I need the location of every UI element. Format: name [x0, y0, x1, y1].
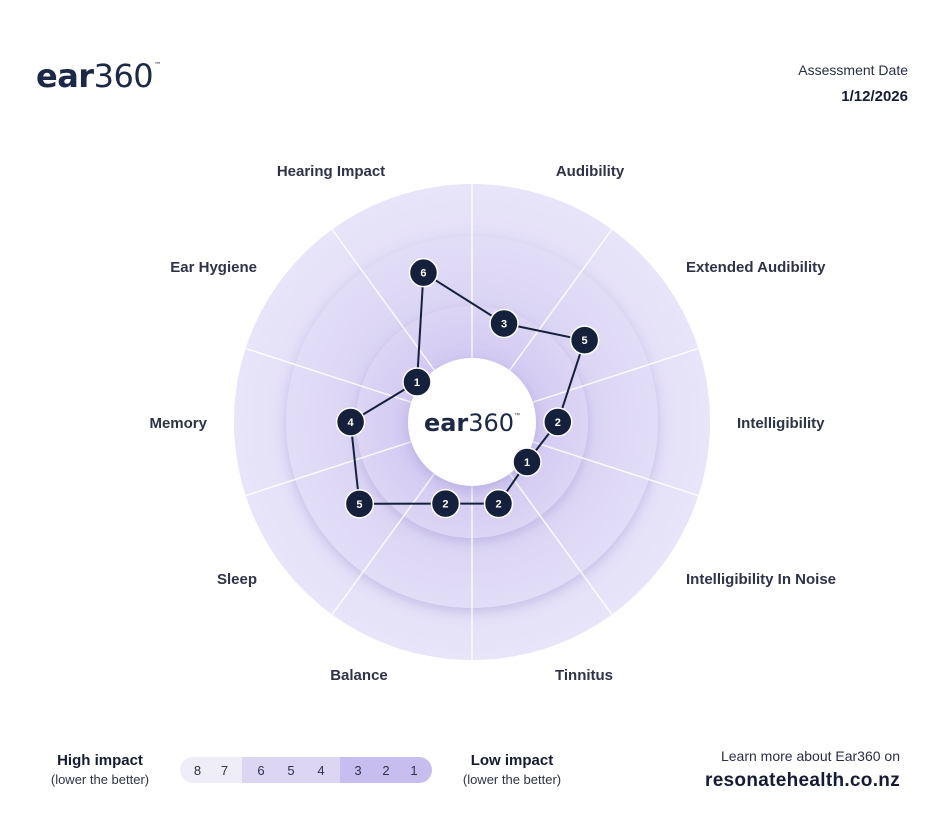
website-link[interactable]: resonatehealth.co.nz	[705, 770, 900, 791]
score-value: 2	[495, 499, 501, 511]
scale-value-7: 7	[220, 762, 229, 778]
score-node-circle	[569, 325, 600, 355]
center-badge: ear360™	[408, 358, 536, 486]
center-logo-360: 360	[468, 409, 514, 437]
legend-low-subtitle: (lower the better)	[462, 772, 562, 787]
score-node-circle	[408, 257, 439, 288]
scale-segment-low: 3 2 1	[340, 757, 432, 783]
axis-label-audibility: Audibility	[556, 163, 625, 180]
score-node-audibility: 3	[489, 308, 519, 339]
axis-label-memory: Memory	[149, 415, 207, 432]
score-node-ear-hygiene: 1	[402, 367, 432, 397]
spoke-line	[331, 473, 435, 615]
center-circle	[408, 358, 536, 486]
spoke-line	[245, 347, 412, 403]
spoke-line	[245, 441, 412, 497]
axis-label-intelligibility: Intelligibility	[737, 415, 825, 432]
scale-value-4: 4	[317, 762, 325, 778]
data-nodes: 3 5 2 1 2 2 5 4 1 6	[335, 257, 600, 519]
score-node-circle	[483, 488, 514, 519]
legend-low-title: Low impact	[470, 752, 554, 769]
spoke-line	[509, 473, 613, 615]
score-node-circle	[430, 488, 461, 519]
score-value: 2	[555, 417, 561, 429]
logo-trademark: ™	[154, 61, 161, 69]
score-value: 3	[501, 318, 507, 330]
score-value: 4	[348, 417, 355, 429]
scale-value-3: 3	[354, 762, 362, 778]
axis-label-sleep: Sleep	[217, 571, 257, 588]
axis-label-hearing-impact: Hearing Impact	[277, 163, 385, 180]
scale-value-2: 2	[382, 762, 390, 778]
score-value: 6	[420, 268, 426, 280]
axis-label-intelligibility-in-noise: Intelligibility In Noise	[686, 571, 836, 588]
learn-more: Learn more about Ear360 on resonatehealt…	[705, 748, 900, 792]
axis-labels: Audibility Extended Audibility Intelligibi…	[149, 163, 836, 684]
axis-label-tinnitus: Tinnitus	[555, 667, 613, 684]
logo-text-360: 360	[93, 57, 154, 95]
assessment-date-label: Assessment Date	[798, 62, 908, 78]
legend-low-impact: Low impact (lower the better)	[452, 752, 572, 787]
center-logo-tm: ™	[514, 412, 520, 419]
score-node-intelligibility-in-noise: 1	[512, 447, 542, 477]
score-node-hearing-impact: 6	[408, 257, 439, 288]
learn-more-text: Learn more about Ear360 on	[720, 748, 900, 764]
scale-segment-mid: 6 5 4	[242, 757, 340, 783]
legend-high-subtitle: (lower the better)	[50, 772, 150, 787]
score-node-intelligibility: 2	[543, 407, 573, 437]
score-node-memory: 4	[335, 407, 366, 437]
score-node-circle	[402, 367, 432, 397]
spoke-line	[331, 229, 435, 371]
spoke-line	[532, 441, 699, 497]
spoke-line	[509, 229, 613, 371]
scale-value-6: 6	[257, 762, 265, 778]
center-logo: ear360™	[424, 409, 520, 437]
axis-label-extended-audibility: Extended Audibility	[686, 259, 826, 276]
radar-spokes	[245, 184, 699, 660]
score-node-sleep: 5	[344, 489, 375, 519]
assessment-info: Assessment Date 1/12/2026	[798, 62, 908, 105]
scale-value-5: 5	[287, 762, 295, 778]
score-value: 1	[414, 377, 420, 389]
score-node-circle	[512, 447, 542, 477]
center-logo-ear: ear	[424, 409, 468, 437]
scale-value-8: 8	[193, 762, 202, 778]
score-value: 1	[524, 457, 530, 469]
legend-high-title: High impact	[57, 752, 143, 769]
score-value: 2	[442, 499, 448, 511]
score-node-tinnitus: 2	[483, 488, 514, 519]
score-node-circle	[489, 308, 519, 339]
spoke-line	[532, 347, 699, 403]
score-node-extended-audibility: 5	[569, 325, 600, 355]
score-node-circle	[543, 407, 573, 437]
brand-logo: ear360™	[36, 60, 161, 92]
axis-label-balance: Balance	[330, 667, 388, 684]
score-value: 5	[356, 499, 362, 511]
axis-label-ear-hygiene: Ear Hygiene	[170, 259, 257, 276]
assessment-date-value: 1/12/2026	[841, 88, 908, 105]
legend-high-impact: High impact (lower the better)	[40, 752, 160, 787]
logo-text-ear: ear	[36, 57, 94, 95]
score-node-circle	[344, 489, 375, 519]
scale-value-1: 1	[410, 762, 418, 778]
score-node-circle	[335, 407, 366, 437]
score-node-balance: 2	[430, 488, 461, 519]
score-value: 5	[582, 335, 588, 347]
